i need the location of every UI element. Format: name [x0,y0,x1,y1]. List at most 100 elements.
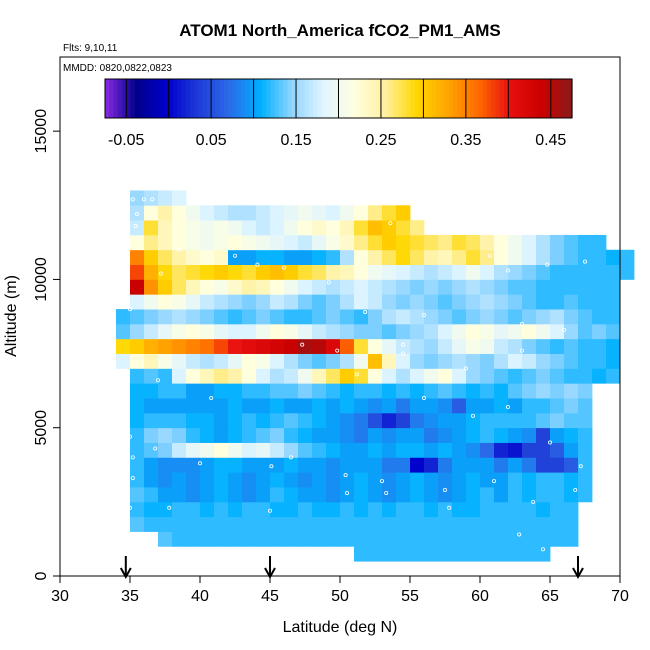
colorbar-segment [121,79,127,118]
heatmap-cell [158,190,173,206]
heatmap-cell [186,457,201,473]
heatmap-cell [536,309,551,325]
heatmap-cell [550,501,565,518]
heatmap-cell [494,531,509,547]
heatmap-cell [186,309,201,325]
heatmap-cell [298,368,313,384]
heatmap-cell [270,309,285,325]
heatmap-cell [312,205,327,221]
heatmap-cell [340,353,355,369]
heatmap-cell [354,264,369,280]
data-point-marker [491,479,496,484]
heatmap-cell [452,279,467,295]
heatmap-cell [312,398,327,414]
heatmap-cell [200,398,215,414]
heatmap-cell [382,383,397,399]
heatmap-cell [312,383,327,399]
heatmap-cell [452,234,467,251]
data-point-marker [400,342,405,347]
heatmap-cell [438,531,453,547]
x-tick-label: 55 [401,588,419,605]
heatmap-cell [592,323,607,340]
heatmap-cell [438,472,453,488]
heatmap-cell [368,472,383,488]
heatmap-cell [550,442,565,458]
heatmap-cell [270,234,285,251]
heatmap-cell [424,487,439,503]
heatmap-cell [368,398,383,414]
heatmap-cell [186,516,201,532]
heatmap-cell [172,412,187,429]
heatmap-cell [452,383,467,399]
heatmap-cell [158,323,173,340]
heatmap-cell [396,531,411,547]
heatmap-cell [438,338,453,354]
heatmap-cell [270,368,285,384]
heatmap-cell [578,457,593,473]
colorbar-segment [546,79,552,118]
heatmap-cell [284,383,299,399]
data-point-marker [269,464,274,469]
heatmap-cell [424,279,439,295]
heatmap-cell [130,501,145,518]
heatmap-cell [242,472,257,488]
heatmap-cell [312,368,327,384]
heatmap-cell [382,353,397,369]
colorbar-segment [453,79,458,118]
heatmap-cell [494,338,509,354]
heatmap-cell [452,531,467,547]
heatmap-cell [522,487,537,503]
heatmap-cell [396,368,411,384]
heatmap-cell [396,279,411,295]
heatmap-cell [298,309,313,325]
heatmap-cell [228,487,243,503]
y-tick-label: 10000 [33,257,50,302]
heatmap-cell [606,264,621,280]
heatmap-cell [298,279,313,295]
heatmap-cell [130,442,145,458]
colorbar-segment [202,79,208,118]
heatmap-cell [270,457,285,473]
heatmap-cell [158,398,173,414]
heatmap-cell [522,442,537,458]
heatmap-cell [256,323,271,340]
heatmap-cell [354,457,369,473]
colorbar-segment [232,79,238,118]
colorbar-segment [172,79,178,118]
heatmap-cell [298,487,313,503]
heatmap-cell [382,368,397,384]
heatmap-cell [480,294,495,310]
heatmap-cell [256,294,271,310]
colorbar [104,78,573,119]
heatmap-cell [550,338,565,354]
data-point-marker [388,221,393,226]
heatmap-cell [536,383,551,399]
heatmap-cell [228,457,243,473]
heatmap-cell [214,383,229,399]
heatmap-cell [144,323,159,340]
heatmap-cell [158,457,173,473]
heatmap-cell [214,487,229,503]
heatmap-cell [494,309,509,325]
heatmap-cell [354,353,369,369]
heatmap-cell [382,234,397,251]
heatmap-cell [452,546,467,562]
heatmap-cell [550,516,565,532]
colorbar-segment [257,79,263,118]
heatmap-cell [382,487,397,503]
heatmap-cell [396,264,411,280]
heatmap-cell [130,279,145,295]
heatmap-cell [508,442,523,458]
heatmap-cell [494,323,509,340]
x-tick-label: 65 [541,588,559,605]
data-point-marker [167,505,172,510]
heatmap-cell [340,249,355,265]
heatmap-cell [214,501,229,518]
heatmap-cell [214,442,229,458]
heatmap-cell [144,249,159,265]
heatmap-cell [522,368,537,384]
heatmap-cell [214,531,229,547]
heatmap-cell [284,427,299,443]
x-tick-label: 50 [331,588,349,605]
